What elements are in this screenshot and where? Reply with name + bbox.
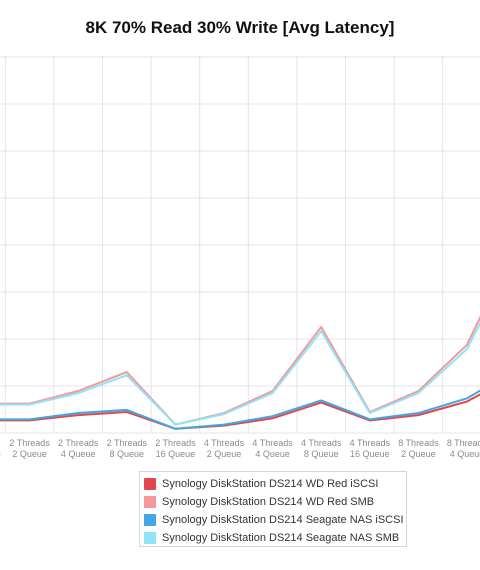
series-lines [0, 315, 480, 430]
chart-title: 8K 70% Read 30% Write [Avg Latency] [85, 18, 395, 37]
legend-label: Synology DiskStation DS214 Seagate NAS S… [162, 532, 400, 544]
legend-item[interactable]: Synology DiskStation DS214 Seagate NAS S… [144, 529, 406, 547]
series-line-4 [0, 321, 480, 426]
legend-swatch [144, 496, 156, 508]
x-tick-label: 4 Threads 4 Queue [252, 438, 293, 459]
x-tick-label: 2 Threads 2 Queue [9, 438, 50, 459]
legend-label: Synology DiskStation DS214 WD Red iSCSI [162, 478, 379, 490]
x-tick-label: 2 Threads 16 Queue [155, 438, 196, 459]
legend-item[interactable]: Synology DiskStation DS214 WD Red SMB [144, 493, 406, 511]
x-tick-label: 4 Threads 16 Queue [350, 438, 391, 459]
x-tick-label: 1 Thread16 Queue [0, 438, 1, 459]
legend-swatch [144, 514, 156, 526]
x-tick-label: 4 Threads 8 Queue [301, 438, 342, 459]
legend-item[interactable]: Synology DiskStation DS214 WD Red iSCSI [144, 475, 406, 493]
legend-item[interactable]: Synology DiskStation DS214 Seagate NAS i… [144, 511, 406, 529]
series-line-3 [0, 389, 480, 430]
x-tick-label: 2 Threads 8 Queue [107, 438, 148, 459]
legend-label: Synology DiskStation DS214 WD Red SMB [162, 496, 375, 508]
x-tick-label: 4 Threads 2 Queue [204, 438, 245, 459]
legend-label: Synology DiskStation DS214 Seagate NAS i… [162, 514, 404, 526]
x-tick-label: 2 Threads 4 Queue [58, 438, 99, 459]
series-line-2 [0, 315, 480, 426]
legend-swatch [144, 532, 156, 544]
legend-swatch [144, 478, 156, 490]
legend: Synology DiskStation DS214 WD Red iSCSI S… [139, 471, 407, 547]
x-tick-label: 8 Threads 2 Queue [398, 438, 439, 459]
series-line-1 [0, 393, 480, 430]
grid-lines [0, 56, 480, 434]
